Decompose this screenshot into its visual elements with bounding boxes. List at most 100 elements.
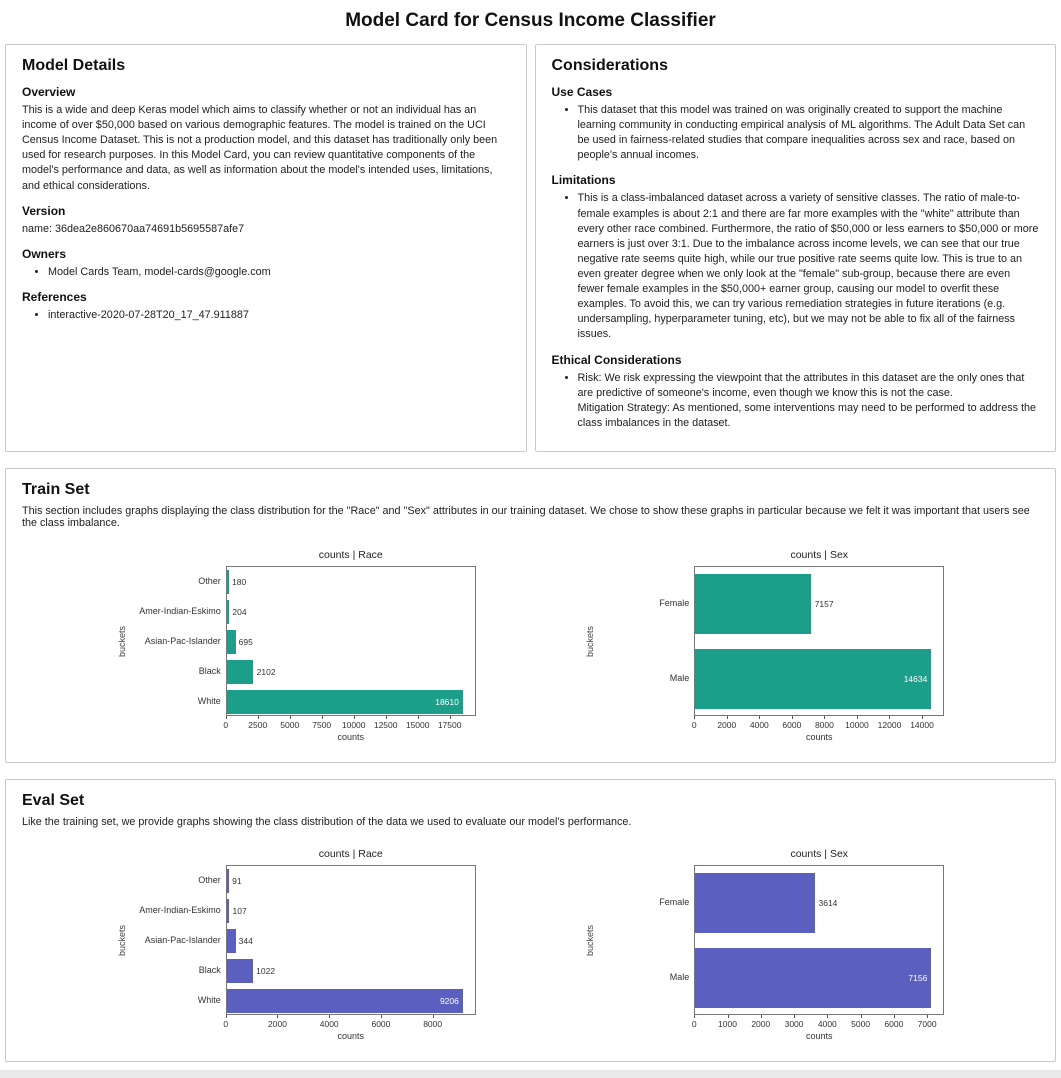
eval-set-description: Like the training set, we provide graphs… xyxy=(22,815,632,828)
bar-value-label: 9206 xyxy=(439,995,459,1006)
references-heading: References xyxy=(22,289,87,304)
tick-mark xyxy=(922,715,924,719)
owners-list: Model Cards Team, model-cards@google.com xyxy=(22,265,510,280)
limitations-heading: Limitations xyxy=(551,173,616,188)
x-tick-label: 5000 xyxy=(280,719,300,730)
x-tick-label: 5000 xyxy=(851,1018,871,1029)
category-label: Black xyxy=(198,665,221,676)
train-charts-row: counts | Race buckets Other Amer-Indian-Esk… xyxy=(22,541,1039,746)
use-cases-heading: Use Cases xyxy=(551,85,613,99)
tick-mark xyxy=(889,715,891,719)
tick-mark xyxy=(927,1014,929,1018)
considerations-card: Considerations Use Cases This dataset th… xyxy=(534,44,1056,452)
tick-mark xyxy=(449,715,451,719)
tick-mark xyxy=(417,715,419,719)
x-tick-label: 6000 xyxy=(371,1018,391,1029)
x-tick-label: 8000 xyxy=(814,719,834,730)
x-tick-label: 8000 xyxy=(423,1018,443,1029)
use-cases-list: This dataset that this model was trained… xyxy=(552,103,1040,163)
limitations-item: This is a class-imbalanced dataset acros… xyxy=(578,191,1040,342)
x-tick-label: 0 xyxy=(691,1018,697,1029)
category-label: Other xyxy=(198,874,221,885)
bar-value-label: 3614 xyxy=(818,897,838,908)
considerations-title: Considerations xyxy=(551,57,668,74)
tick-mark xyxy=(727,1014,729,1018)
tick-mark xyxy=(791,715,793,719)
x-axis-label: counts xyxy=(337,731,365,742)
version-heading: Version xyxy=(22,203,66,218)
version-text: name: 36dea2e860670aa74691b5695587afe7 xyxy=(22,222,245,235)
eval-sex-chart: counts | Sex buckets Female Male 3614 7156 0 10… xyxy=(585,847,945,1041)
chart-title: counts | Race xyxy=(318,847,383,860)
overview-text: This is a wide and deep Keras model whic… xyxy=(22,104,498,192)
tick-mark xyxy=(827,1014,829,1018)
category-label: Male xyxy=(669,672,690,683)
plot-area: 7157 14634 xyxy=(694,565,945,716)
eval-charts-row: counts | Race buckets Other Amer-Indian-Esk… xyxy=(22,840,1039,1045)
chart-title: counts | Sex xyxy=(790,548,849,561)
bar xyxy=(226,629,236,654)
train-set-description: This section includes graphs displaying … xyxy=(22,504,1030,529)
x-tick-label: 0 xyxy=(223,1018,229,1029)
chart-body: buckets Other Amer-Indian-Eskimo Asian-Pac-… xyxy=(116,864,476,1015)
x-tick-label: 6000 xyxy=(884,1018,904,1029)
eval-set-title: Eval Set xyxy=(22,791,85,809)
x-axis-ticks: 0 2500 5000 7500 10000 12500 15000 17500 xyxy=(223,715,476,731)
y-axis-label: buckets xyxy=(585,924,596,956)
tick-mark xyxy=(289,715,291,719)
eval-race-chart: counts | Race buckets Other Amer-Indian-Esk… xyxy=(117,848,476,1041)
tick-mark xyxy=(824,715,826,719)
x-axis-ticks: 0 2000 4000 6000 8000 xyxy=(223,1014,476,1030)
train-set-title: Train Set xyxy=(22,480,90,498)
category-label: Black xyxy=(198,964,221,975)
x-axis-label: counts xyxy=(805,731,833,742)
model-details-title: Model Details xyxy=(22,57,126,74)
x-axis-label: counts xyxy=(805,1030,833,1041)
bar xyxy=(226,569,230,594)
bar-value-label: 18610 xyxy=(435,696,459,707)
tick-mark xyxy=(385,715,387,719)
x-tick-label: 0 xyxy=(223,719,229,730)
bar xyxy=(226,659,254,684)
bar xyxy=(695,948,932,1009)
eval-set-card: Eval Set Like the training set, we provi… xyxy=(5,778,1056,1062)
category-label: Asian-Pac-Islander xyxy=(144,635,221,646)
x-tick-label: 2000 xyxy=(717,719,737,730)
bar xyxy=(226,599,230,624)
x-tick-label: 2000 xyxy=(268,1018,287,1029)
tick-mark xyxy=(257,715,259,719)
bar xyxy=(226,988,463,1013)
bar-value-label: 204 xyxy=(232,606,247,617)
plot-area: 3614 7156 xyxy=(694,864,945,1015)
category-label: Female xyxy=(659,896,690,907)
owners-heading: Owners xyxy=(22,246,67,261)
category-axis: Female Male xyxy=(599,566,694,716)
tick-mark xyxy=(759,715,761,719)
bar xyxy=(695,574,811,635)
x-axis-ticks: 0 2000 4000 6000 8000 10000 12000 14000 xyxy=(692,715,944,731)
x-tick-label: 4000 xyxy=(817,1018,837,1029)
x-axis-label: counts xyxy=(337,1030,365,1041)
bar-value-label: 7157 xyxy=(814,598,834,609)
chart-body: buckets Female Male 7157 14634 xyxy=(585,565,945,716)
chart-title: counts | Race xyxy=(318,548,383,561)
plot-area: 91 107 344 1022 9206 xyxy=(225,864,476,1015)
y-axis-label: buckets xyxy=(116,924,127,956)
x-tick-label: 4000 xyxy=(749,719,769,730)
bar-value-label: 7156 xyxy=(908,972,928,983)
bar-value-label: 344 xyxy=(238,935,253,946)
tick-mark xyxy=(329,1014,331,1018)
train-set-card: Train Set This section includes graphs d… xyxy=(5,467,1056,763)
bar xyxy=(695,873,815,934)
y-axis-label: buckets xyxy=(585,625,596,657)
references-item: interactive-2020-07-28T20_17_47.911887 xyxy=(48,308,510,323)
train-race-chart: counts | Race buckets Other Amer-Indian-Esk… xyxy=(117,549,476,742)
x-tick-label: 12000 xyxy=(877,719,902,730)
top-row: Model Details Overview This is a wide an… xyxy=(5,44,1056,452)
x-tick-label: 10000 xyxy=(845,719,869,730)
bar xyxy=(695,649,932,710)
y-axis-label: buckets xyxy=(116,625,127,657)
tick-mark xyxy=(225,715,227,719)
chart-title: counts | Sex xyxy=(790,847,849,860)
category-label: Female xyxy=(659,597,690,608)
